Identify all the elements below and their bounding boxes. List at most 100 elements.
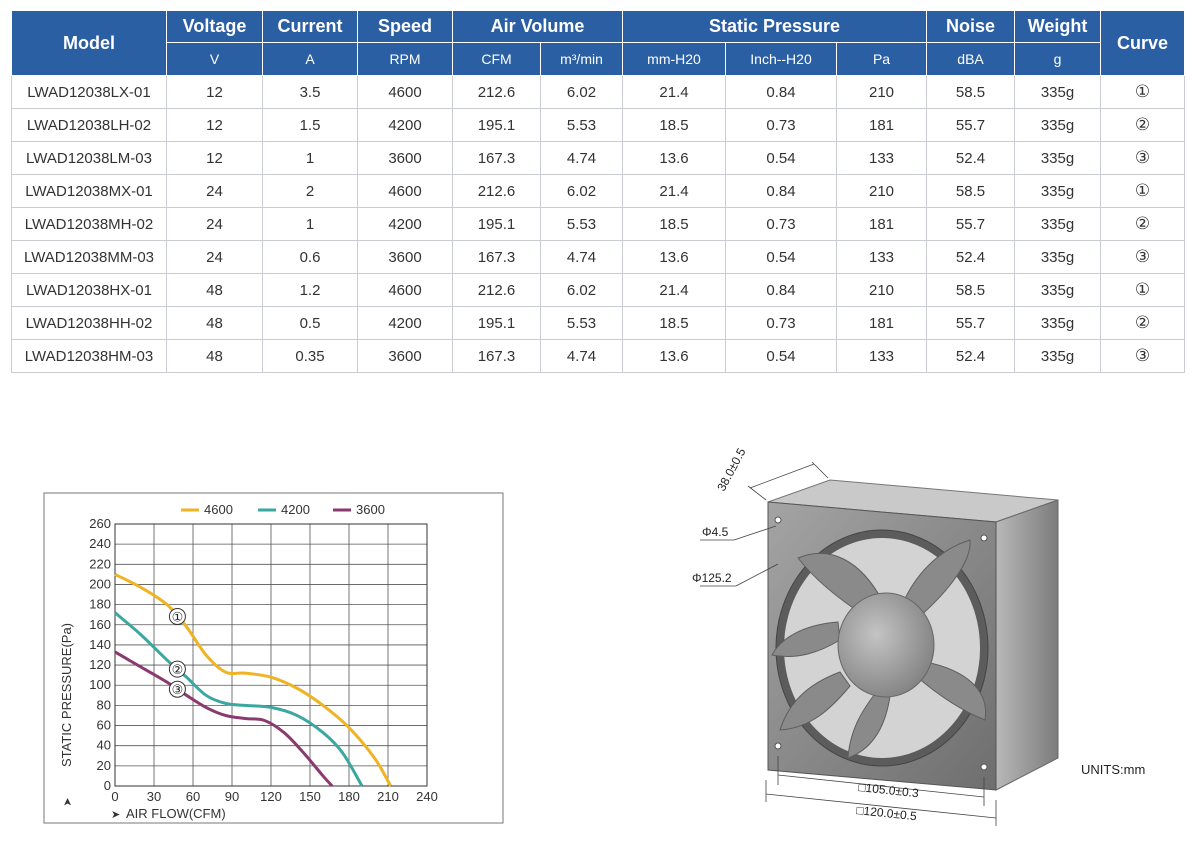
y-tick-label: 220 xyxy=(89,556,111,571)
table-cell: 48 xyxy=(166,339,263,373)
table-cell: 48 xyxy=(166,273,263,307)
table-cell: 21.4 xyxy=(622,174,726,208)
table-cell: 52.4 xyxy=(926,339,1016,373)
table-cell: 0.84 xyxy=(725,75,837,109)
table-cell: 4600 xyxy=(357,75,453,109)
table-cell: 5.53 xyxy=(540,306,623,340)
unit-pa: Pa xyxy=(835,42,928,76)
table-cell: 0.54 xyxy=(725,141,837,175)
chart-frame xyxy=(43,492,504,824)
table-cell: 167.3 xyxy=(452,240,541,274)
curve-cell: ③ xyxy=(1100,240,1186,274)
table-cell: 212.6 xyxy=(452,273,541,307)
table-cell: 4600 xyxy=(357,174,453,208)
curve-cell: ③ xyxy=(1100,339,1186,373)
header-noise: Noise xyxy=(926,10,1016,43)
table-cell: 0.5 xyxy=(262,306,358,340)
table-cell: 4600 xyxy=(357,273,453,307)
unit-inchh2o: Inch--H20 xyxy=(725,42,837,76)
x-tick-label: 90 xyxy=(225,789,239,804)
table-cell: 181 xyxy=(835,207,928,241)
table-cell: 21.4 xyxy=(622,273,726,307)
table-cell: 12 xyxy=(166,141,263,175)
header-curve: Curve xyxy=(1100,10,1186,76)
x-tick-label: 60 xyxy=(186,789,200,804)
table-cell: 24 xyxy=(166,207,263,241)
unit-voltage: V xyxy=(166,42,263,76)
dim-frame-label: □120.0±0.5 xyxy=(856,803,918,823)
y-tick-label: 80 xyxy=(97,697,111,712)
table-cell: 2 xyxy=(262,174,358,208)
table-cell: 335g xyxy=(1014,108,1102,142)
table-row: LWAD12038LX-01 12 3.5 4600 212.6 6.02 21.4 0.84… xyxy=(11,75,1186,109)
y-tick-label: 60 xyxy=(97,718,111,733)
table-row: LWAD12038LM-03 12 1 3600 167.3 4.74 13.6 0.54 13… xyxy=(11,141,1186,175)
y-axis-label: STATIC PRESSURE(Pa) xyxy=(59,623,74,767)
table-cell: 0.84 xyxy=(725,174,837,208)
header-static-pressure: Static Pressure xyxy=(621,10,928,43)
y-tick-label: 40 xyxy=(97,738,111,753)
model-cell: LWAD12038MH-02 xyxy=(11,207,167,241)
table-cell: 210 xyxy=(835,174,928,208)
dim-hole-pitch-label: □105.0±0.3 xyxy=(858,780,920,800)
table-cell: 13.6 xyxy=(622,240,726,274)
header-weight: Weight xyxy=(1014,10,1102,43)
y-tick-label: 240 xyxy=(89,536,111,551)
model-cell: LWAD12038HM-03 xyxy=(11,339,167,373)
dim-hole-label: Φ4.5 xyxy=(702,525,729,539)
x-tick-label: 150 xyxy=(299,789,321,804)
curve-cell: ② xyxy=(1100,108,1186,142)
table-cell: 48 xyxy=(166,306,263,340)
chart-svg: 0 20 40 60 80 100 120 140 160 180 200 220 240 260 0 30 6… xyxy=(43,492,504,824)
table-cell: 13.6 xyxy=(622,339,726,373)
table-row: LWAD12038MX-01 24 2 4600 212.6 6.02 21.4 0.84 21… xyxy=(11,174,1186,208)
curve-marker xyxy=(168,607,186,625)
table-cell: 335g xyxy=(1014,207,1102,241)
table-cell: 55.7 xyxy=(926,207,1016,241)
table-cell: 195.1 xyxy=(452,108,541,142)
table-cell: 335g xyxy=(1014,273,1102,307)
fan-hub xyxy=(837,592,935,698)
table-cell: 58.5 xyxy=(926,174,1016,208)
table-cell: 1.5 xyxy=(262,108,358,142)
table-cell: 335g xyxy=(1014,174,1102,208)
table-cell: 0.6 xyxy=(262,240,358,274)
table-row: LWAD12038HH-02 48 0.5 4200 195.1 5.53 18.5 0.73… xyxy=(11,306,1186,340)
table-cell: 1.2 xyxy=(262,273,358,307)
legend-label: 4200 xyxy=(281,502,310,517)
y-tick-label: 0 xyxy=(104,778,111,793)
curve-marker xyxy=(168,660,186,678)
table-cell: 133 xyxy=(835,339,928,373)
table-cell: 0.73 xyxy=(725,306,837,340)
x-tick-label: 30 xyxy=(147,789,161,804)
table-row: LWAD12038MH-02 24 1 4200 195.1 5.53 18.5 0.73 18… xyxy=(11,207,1186,241)
y-tick-label: 120 xyxy=(89,657,111,672)
table-cell: 0.54 xyxy=(725,240,837,274)
units-row: V A RPM CFM m³/min mm-H20 Inch--H20 Pa d… xyxy=(12,42,1185,76)
table-cell: 13.6 xyxy=(622,141,726,175)
unit-dba: dBA xyxy=(926,42,1016,76)
curve-cell: ③ xyxy=(1100,141,1186,175)
table-cell: 195.1 xyxy=(452,306,541,340)
table-cell: 4.74 xyxy=(540,339,623,373)
y-tick-label: 140 xyxy=(89,637,111,652)
table-cell: 3600 xyxy=(357,141,453,175)
table-cell: 18.5 xyxy=(622,207,726,241)
units-note: UNITS:mm xyxy=(1081,762,1146,777)
table-cell: 12 xyxy=(166,108,263,142)
table-cell: 0.54 xyxy=(725,339,837,373)
legend-label: 3600 xyxy=(356,502,385,517)
table-row: LWAD12038HM-03 48 0.35 3600 167.3 4.74 13.6 0.5… xyxy=(11,339,1186,373)
table-cell: 1 xyxy=(262,141,358,175)
header-speed: Speed xyxy=(357,10,453,43)
x-tick-label: 180 xyxy=(338,789,360,804)
y-tick-label: 200 xyxy=(89,576,111,591)
table-cell: 335g xyxy=(1014,306,1102,340)
header-row: Model Voltage Current Speed Air Volume S… xyxy=(11,10,1186,76)
y-tick-label: 100 xyxy=(89,677,111,692)
table-cell: 181 xyxy=(835,108,928,142)
y-tick-label: 160 xyxy=(89,617,111,632)
curve-number-label: ③ xyxy=(172,682,184,697)
table-cell: 167.3 xyxy=(452,339,541,373)
y-tick-label: 180 xyxy=(89,597,111,612)
